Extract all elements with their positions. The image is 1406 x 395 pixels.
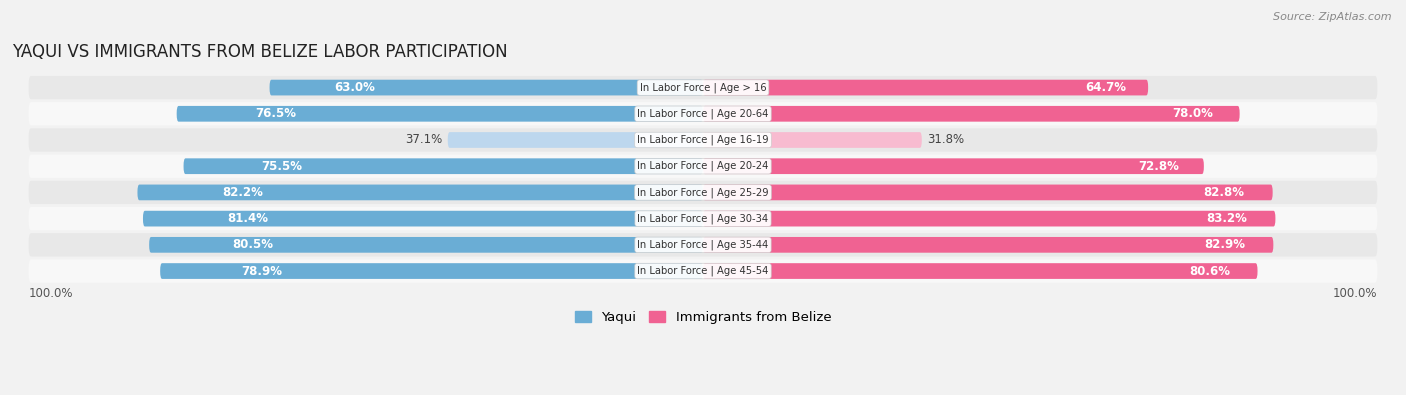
FancyBboxPatch shape [28,128,1378,152]
Text: 100.0%: 100.0% [28,287,73,300]
Text: In Labor Force | Age 20-24: In Labor Force | Age 20-24 [637,161,769,171]
Text: In Labor Force | Age 45-54: In Labor Force | Age 45-54 [637,266,769,276]
FancyBboxPatch shape [138,184,703,200]
FancyBboxPatch shape [270,80,703,96]
FancyBboxPatch shape [28,207,1378,230]
FancyBboxPatch shape [149,237,703,253]
FancyBboxPatch shape [28,233,1378,256]
Text: Source: ZipAtlas.com: Source: ZipAtlas.com [1274,12,1392,22]
Text: 80.6%: 80.6% [1189,265,1230,278]
Text: 80.5%: 80.5% [232,238,273,251]
Text: 82.2%: 82.2% [222,186,263,199]
FancyBboxPatch shape [143,211,703,226]
Text: In Labor Force | Age 16-19: In Labor Force | Age 16-19 [637,135,769,145]
FancyBboxPatch shape [28,154,1378,178]
FancyBboxPatch shape [184,158,703,174]
Text: In Labor Force | Age > 16: In Labor Force | Age > 16 [640,82,766,93]
FancyBboxPatch shape [177,106,703,122]
Text: 75.5%: 75.5% [262,160,302,173]
FancyBboxPatch shape [703,132,922,148]
FancyBboxPatch shape [703,263,1257,279]
Text: 31.8%: 31.8% [928,134,965,147]
Text: In Labor Force | Age 30-34: In Labor Force | Age 30-34 [637,213,769,224]
FancyBboxPatch shape [160,263,703,279]
Text: In Labor Force | Age 25-29: In Labor Force | Age 25-29 [637,187,769,198]
Text: 78.0%: 78.0% [1173,107,1213,120]
Text: 76.5%: 76.5% [256,107,297,120]
Text: 100.0%: 100.0% [1333,287,1378,300]
FancyBboxPatch shape [28,260,1378,283]
Text: 82.9%: 82.9% [1204,238,1244,251]
Text: 78.9%: 78.9% [242,265,283,278]
Legend: Yaqui, Immigrants from Belize: Yaqui, Immigrants from Belize [569,306,837,329]
FancyBboxPatch shape [703,237,1274,253]
Text: 64.7%: 64.7% [1085,81,1126,94]
FancyBboxPatch shape [28,102,1378,126]
FancyBboxPatch shape [703,80,1149,96]
Text: YAQUI VS IMMIGRANTS FROM BELIZE LABOR PARTICIPATION: YAQUI VS IMMIGRANTS FROM BELIZE LABOR PA… [13,43,508,61]
FancyBboxPatch shape [703,211,1275,226]
Text: 72.8%: 72.8% [1137,160,1178,173]
Text: 37.1%: 37.1% [405,134,443,147]
Text: 81.4%: 81.4% [226,212,269,225]
Text: In Labor Force | Age 35-44: In Labor Force | Age 35-44 [637,240,769,250]
FancyBboxPatch shape [447,132,703,148]
FancyBboxPatch shape [703,158,1204,174]
Text: 83.2%: 83.2% [1206,212,1247,225]
Text: 82.8%: 82.8% [1204,186,1244,199]
Text: 63.0%: 63.0% [335,81,375,94]
FancyBboxPatch shape [28,76,1378,99]
FancyBboxPatch shape [28,181,1378,204]
FancyBboxPatch shape [703,184,1272,200]
FancyBboxPatch shape [703,106,1240,122]
Text: In Labor Force | Age 20-64: In Labor Force | Age 20-64 [637,109,769,119]
